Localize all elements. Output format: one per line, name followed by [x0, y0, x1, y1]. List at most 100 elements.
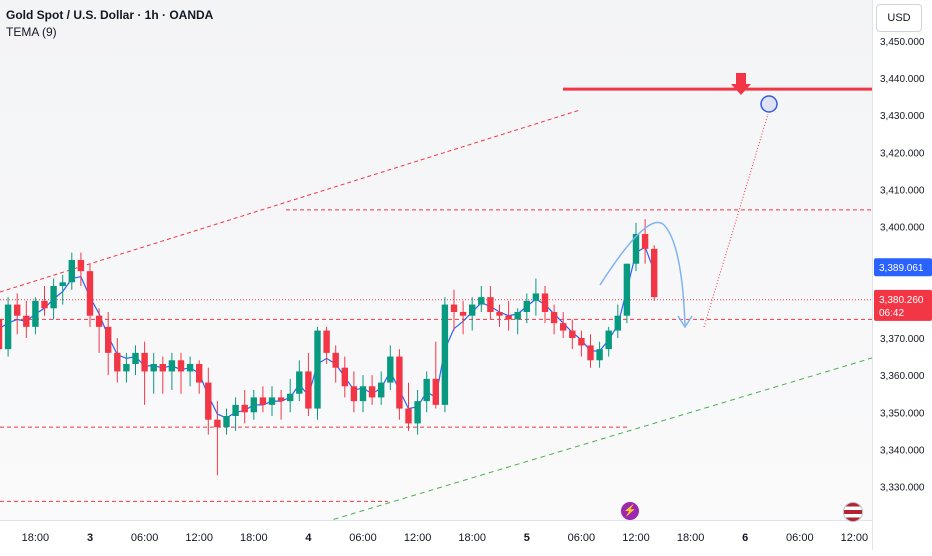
candle-36	[323, 330, 330, 353]
bar-countdown-label: 06:42	[879, 308, 904, 319]
candlestick-chart[interactable]	[0, 0, 872, 520]
candle-24	[214, 419, 221, 428]
candle-55	[496, 312, 503, 316]
candle-65	[587, 345, 594, 361]
price-tick-label: 3,340.000	[880, 445, 925, 456]
time-tick-label: 18:00	[22, 532, 50, 544]
candle-63	[569, 330, 576, 338]
candle-17	[150, 364, 157, 372]
candle-59	[532, 293, 540, 301]
price-tick-label: 3,410.000	[880, 185, 925, 196]
target-path-line	[703, 113, 769, 328]
time-tick-label: 12:00	[185, 532, 213, 544]
chart-plot-area[interactable]	[0, 0, 872, 520]
candle-6	[50, 286, 57, 309]
candle-44	[396, 356, 403, 409]
price-tick-label: 3,350.000	[880, 408, 925, 419]
candle-34	[305, 371, 312, 409]
candle-7	[59, 282, 66, 286]
time-tick-label: 4	[305, 532, 312, 544]
candle-21	[186, 364, 194, 372]
candle-54	[487, 297, 494, 312]
candle-38	[341, 367, 348, 387]
price-tick-label: 3,430.000	[880, 111, 925, 122]
candle-72	[651, 248, 658, 298]
candle-46	[414, 401, 421, 424]
time-axis-labels: 18:00 3 06:00 12:00 18:00 4 06:00 12:00 18:00 5 06…	[22, 532, 869, 544]
time-tick-label: 06:00	[786, 532, 814, 544]
arrow-down-icon	[731, 73, 751, 95]
price-axis[interactable]: 3,330.000 3,340.000 3,350.000 3,360.000 3,37…	[872, 0, 932, 550]
time-axis[interactable]: 18:00 3 06:00 12:00 18:00 4 06:00 12:00 18:00 5 06…	[0, 520, 872, 551]
candle-27	[241, 404, 248, 413]
candle-53	[478, 297, 485, 305]
price-tick-label: 3,400.000	[880, 223, 925, 234]
time-tick-label: 18:00	[458, 532, 486, 544]
candle-50	[450, 304, 458, 312]
price-tick-label: 3,440.000	[880, 74, 925, 85]
time-tick-label: 12:00	[841, 532, 869, 544]
time-tick-label: 06:00	[568, 532, 596, 544]
currency-button[interactable]: USD	[876, 4, 922, 32]
candle-13	[114, 352, 121, 372]
candle-18	[159, 364, 166, 372]
candle-37	[332, 352, 339, 368]
candle-8	[68, 260, 75, 283]
candle-26	[232, 404, 239, 416]
time-tick-label: 06:00	[349, 532, 377, 544]
candle-12	[105, 326, 112, 353]
lightning-icon[interactable]: ⚡	[621, 502, 639, 520]
candle-67	[605, 330, 612, 350]
candle-2	[14, 304, 21, 316]
candle-4	[32, 300, 39, 327]
candle-66	[596, 349, 603, 361]
candle-41	[368, 386, 376, 398]
candle-35	[314, 330, 321, 409]
candle-48	[432, 378, 439, 405]
indicator-legend[interactable]: TEMA (9)	[6, 25, 57, 39]
candle-5	[41, 300, 48, 309]
candle-11	[95, 315, 103, 327]
candle-61	[550, 312, 558, 324]
time-tick-label: 12:00	[622, 532, 650, 544]
candle-49	[441, 304, 449, 405]
candle-51	[459, 312, 467, 316]
price-tick-label: 3,450.000	[880, 37, 925, 48]
current-price-label: 3,380.260	[879, 295, 924, 306]
price-tick-label: 3,420.000	[880, 148, 925, 159]
candle-47	[423, 378, 430, 402]
tema-price-badge	[874, 258, 932, 277]
candle-22	[196, 364, 203, 383]
price-axis-labels: 3,330.000 3,340.000 3,350.000 3,360.000 3,37…	[874, 37, 932, 494]
candle-28	[250, 397, 257, 413]
us-flag-icon[interactable]	[843, 502, 863, 522]
target-circle	[760, 95, 778, 113]
candle-39	[350, 386, 358, 402]
price-tick-label: 3,370.000	[880, 334, 925, 345]
resistance-trendline	[0, 109, 581, 293]
candle-56	[505, 315, 512, 320]
candle-23	[205, 382, 212, 420]
candle-14	[123, 364, 130, 372]
projection-curve	[599, 221, 686, 326]
candle-58	[523, 300, 530, 312]
candle-33	[296, 371, 303, 394]
tema-price-label: 3,389.061	[879, 263, 924, 274]
candle-57	[514, 312, 521, 320]
candle-60	[541, 293, 549, 312]
time-tick-label: 6	[742, 532, 748, 544]
candle-42	[378, 382, 385, 398]
candle-10	[86, 271, 94, 316]
time-tick-label: 18:00	[677, 532, 705, 544]
candle-19	[168, 360, 176, 372]
candle-15	[132, 352, 139, 364]
price-tick-label: 3,360.000	[880, 371, 925, 382]
candle-40	[359, 386, 367, 402]
candle-25	[223, 416, 230, 428]
symbol-title[interactable]: Gold Spot / U.S. Dollar · 1h · OANDA	[6, 8, 214, 22]
candle-62	[560, 323, 567, 331]
time-tick-label: 18:00	[240, 532, 268, 544]
candle-71	[641, 234, 649, 249]
candle-31	[277, 397, 285, 402]
candle-9	[77, 260, 85, 272]
